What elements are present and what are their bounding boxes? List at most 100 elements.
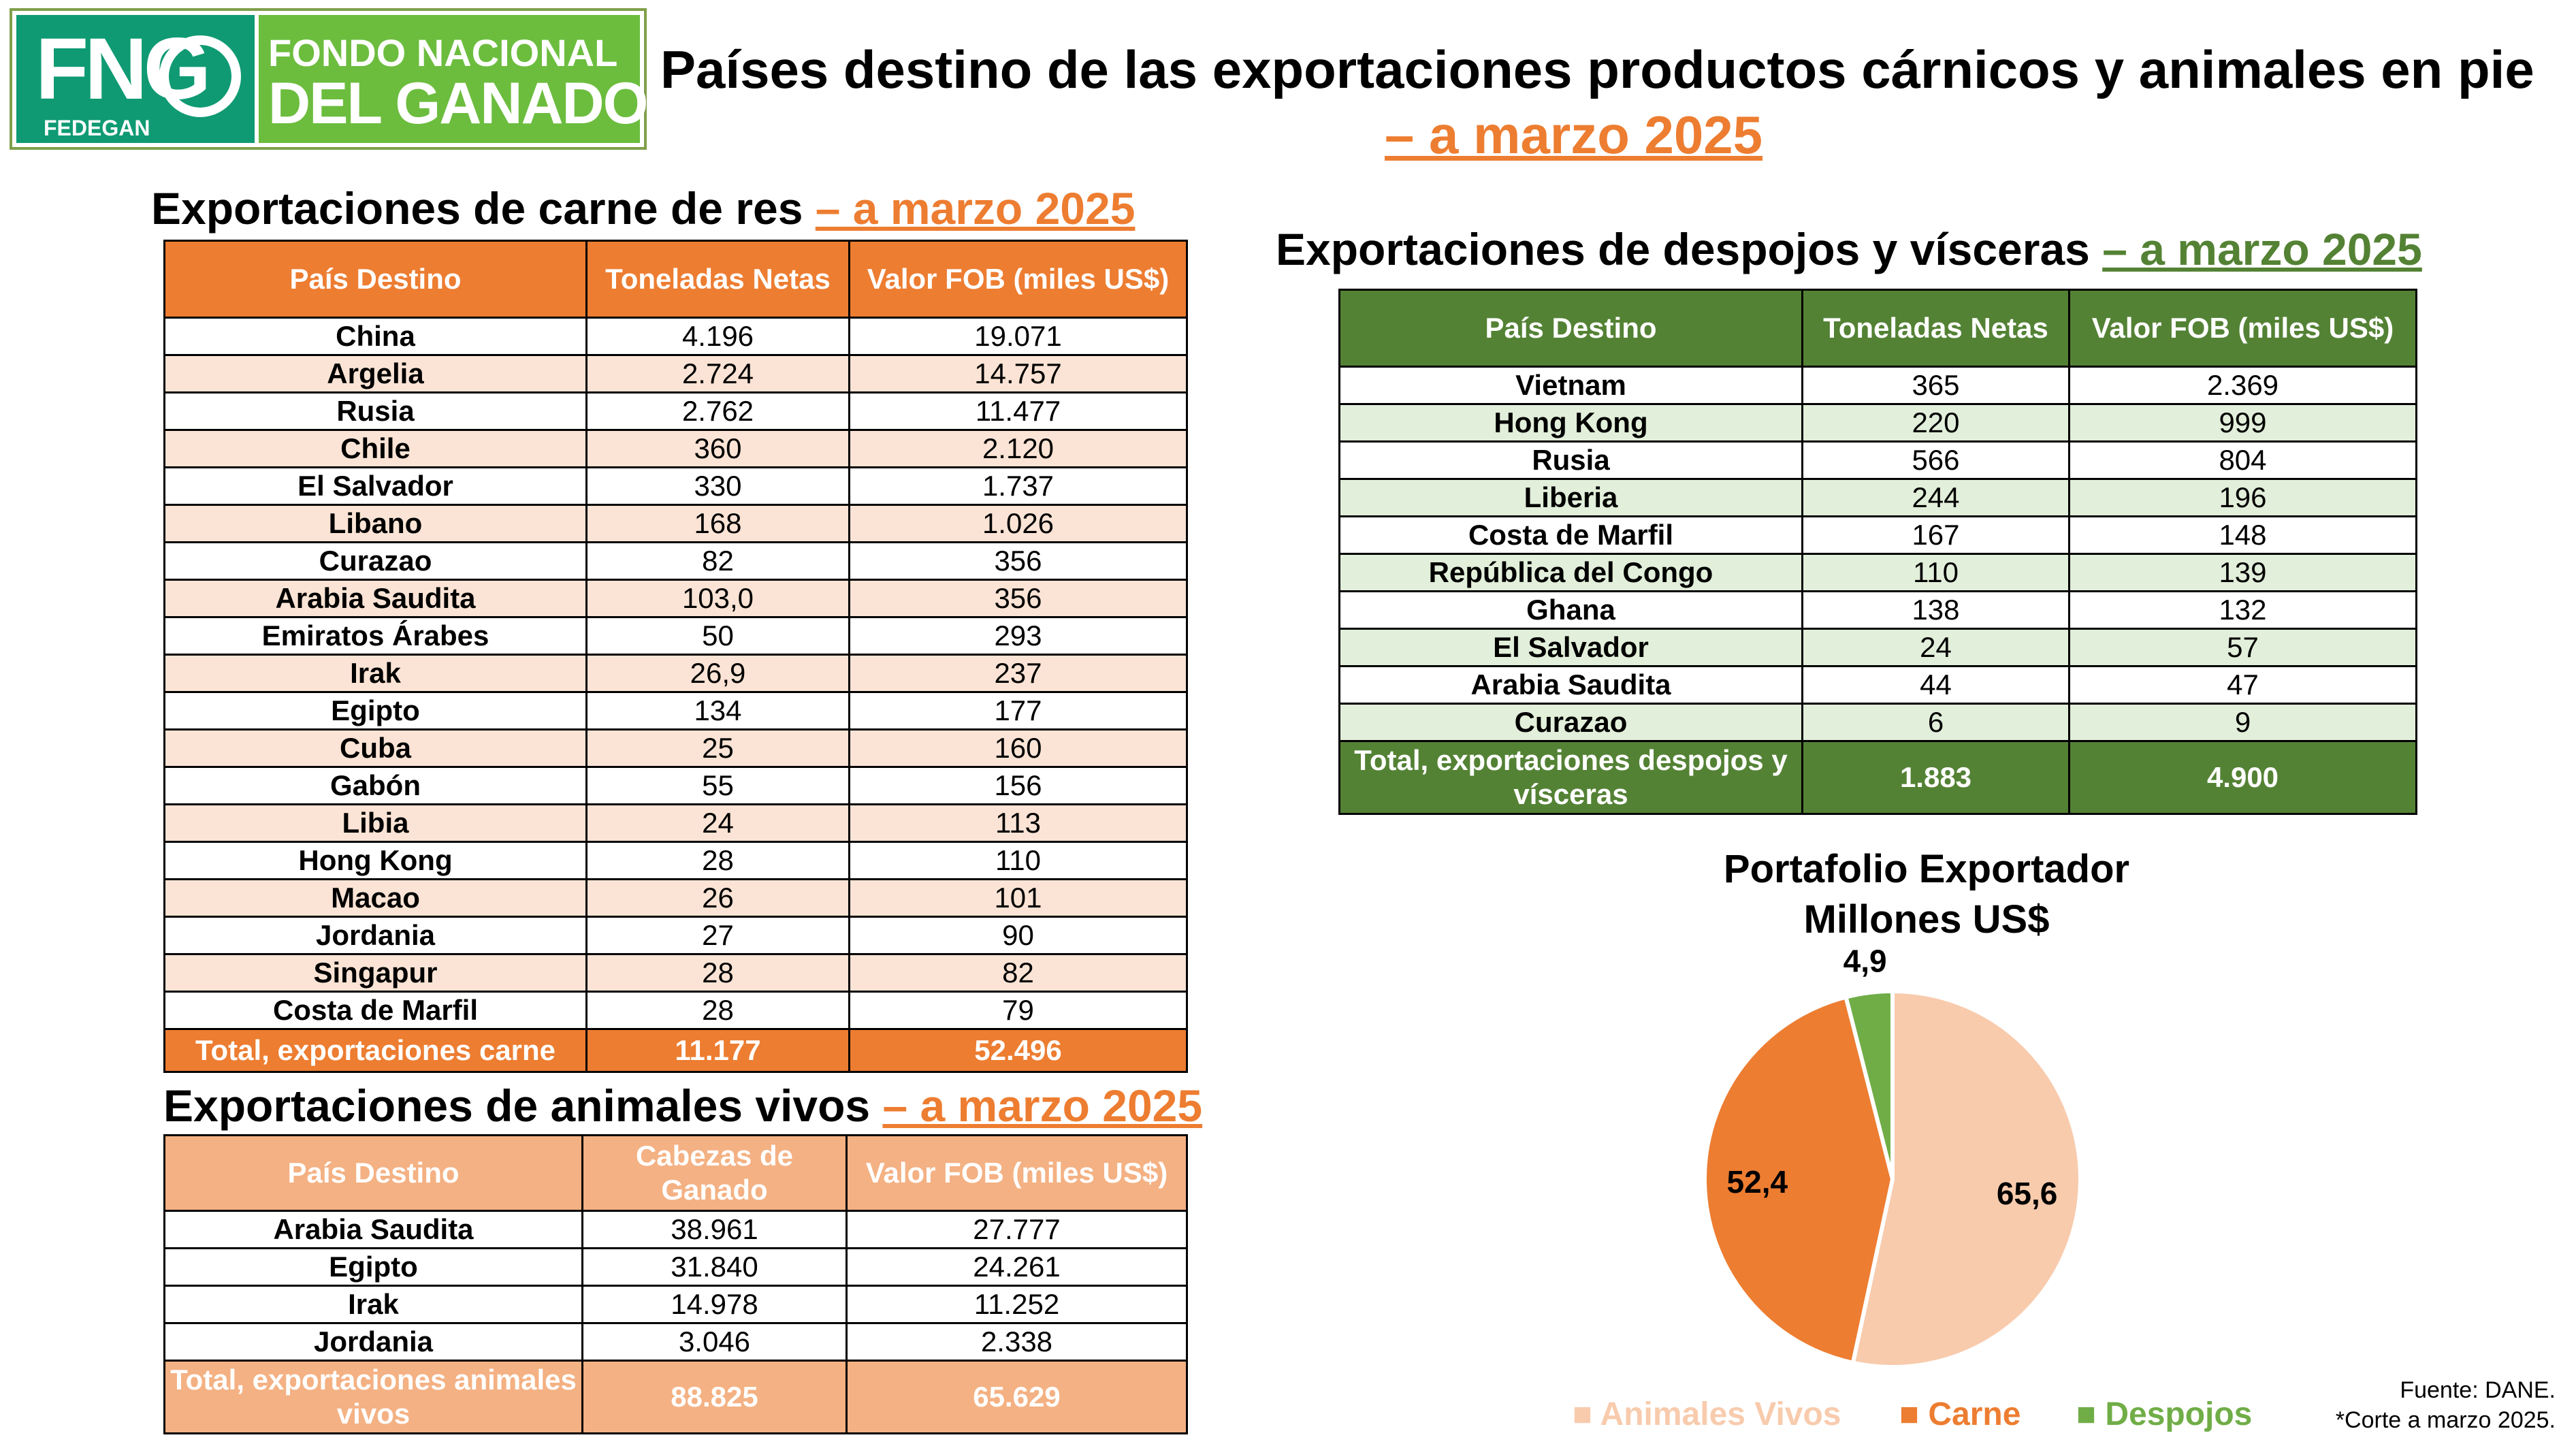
table-row: Gabón 55 156 bbox=[163, 766, 1188, 805]
country-cell: Egipto bbox=[163, 1247, 583, 1287]
despojos-heading: Exportaciones de despojos y vísceras – a… bbox=[1276, 222, 2422, 276]
value-cell: 132 bbox=[2068, 590, 2417, 630]
table-row: Irak 26,9 237 bbox=[163, 654, 1188, 693]
total-label: Total, exportaciones despojos y vísceras bbox=[1338, 740, 1803, 815]
table-row: Argelia 2.724 14.757 bbox=[163, 354, 1188, 393]
value-cell: 139 bbox=[2068, 553, 2417, 592]
table-row: Curazao 6 9 bbox=[1338, 703, 2417, 742]
country-cell: Costa de Marfil bbox=[1338, 515, 1803, 555]
pie-data-label: 65,6 bbox=[1997, 1176, 2058, 1211]
value-cell: 110 bbox=[1801, 553, 2070, 592]
pie-chart: 65,6 52,4 4,9 bbox=[1703, 944, 2082, 1369]
country-cell: Arabia Saudita bbox=[1338, 665, 1803, 705]
vivos-heading: Exportaciones de animales vivos – a marz… bbox=[163, 1078, 1202, 1133]
logo-fedegan: FEDEGAN bbox=[44, 116, 150, 140]
table-row: Costa de Marfil 167 148 bbox=[1338, 515, 2417, 555]
fng-logo: FNG FEDEGAN FONDO NACIONAL DEL GANADO bbox=[10, 8, 649, 150]
value-cell: 14.978 bbox=[581, 1285, 848, 1324]
table-row: Ghana 138 132 bbox=[1338, 590, 2417, 630]
value-cell: 11.477 bbox=[848, 391, 1188, 431]
value-cell: 90 bbox=[848, 916, 1188, 955]
value-cell: 26 bbox=[585, 878, 850, 918]
legend-swatch: ■ bbox=[2076, 1396, 2106, 1432]
table-row: Hong Kong 220 999 bbox=[1338, 403, 2417, 443]
table-row: Emiratos Árabes 50 293 bbox=[163, 616, 1188, 656]
total-value: 52.496 bbox=[848, 1028, 1188, 1073]
table-row: Costa de Marfil 28 79 bbox=[163, 991, 1188, 1030]
country-cell: Egipto bbox=[163, 691, 587, 730]
country-cell: Costa de Marfil bbox=[163, 991, 587, 1030]
value-cell: 220 bbox=[1801, 403, 2070, 443]
col-header: Valor FOB (miles US$) bbox=[2068, 289, 2417, 368]
country-cell: Hong Kong bbox=[1338, 403, 1803, 443]
value-cell: 27.777 bbox=[846, 1210, 1188, 1249]
total-row: Total, exportaciones animales vivos 88.82… bbox=[163, 1360, 1188, 1434]
vivos-heading-text: Exportaciones de animales vivos bbox=[163, 1080, 883, 1131]
value-cell: 47 bbox=[2068, 665, 2417, 705]
vivos-heading-date: – a marzo 2025 bbox=[882, 1080, 1203, 1131]
value-cell: 365 bbox=[1801, 366, 2070, 405]
table-row: Jordania 27 90 bbox=[163, 916, 1188, 955]
table-row: El Salvador 24 57 bbox=[1338, 628, 2417, 667]
value-cell: 27 bbox=[585, 916, 850, 955]
value-cell: 330 bbox=[585, 466, 850, 506]
country-cell: Cuba bbox=[163, 728, 587, 768]
value-cell: 26,9 bbox=[585, 654, 850, 693]
value-cell: 1.737 bbox=[848, 466, 1188, 506]
country-cell: Singapur bbox=[163, 953, 587, 993]
value-cell: 9 bbox=[2068, 703, 2417, 742]
country-cell: Macao bbox=[163, 878, 587, 918]
country-cell: China bbox=[163, 317, 587, 356]
value-cell: 4.196 bbox=[585, 317, 850, 356]
table-row: Arabia Saudita 44 47 bbox=[1338, 665, 2417, 705]
value-cell: 244 bbox=[1801, 478, 2070, 517]
table-row: Singapur 28 82 bbox=[163, 953, 1188, 993]
table-row: El Salvador 330 1.737 bbox=[163, 466, 1188, 506]
vivos-table: País Destino Cabezas de Ganado Valor FOB… bbox=[163, 1134, 1188, 1434]
legend-label: Animales Vivos bbox=[1600, 1396, 1841, 1432]
table-row: Hong Kong 28 110 bbox=[163, 841, 1188, 880]
value-cell: 31.840 bbox=[581, 1247, 848, 1287]
value-cell: 237 bbox=[848, 654, 1188, 693]
legend-item-despojos: ■ Despojos bbox=[2076, 1396, 2252, 1434]
legend-item-carne: ■ Carne bbox=[1899, 1396, 2020, 1434]
value-cell: 156 bbox=[848, 766, 1188, 805]
value-cell: 2.369 bbox=[2068, 366, 2417, 405]
value-cell: 566 bbox=[1801, 440, 2070, 480]
country-cell: Liberia bbox=[1338, 478, 1803, 517]
table-row: República del Congo 110 139 bbox=[1338, 553, 2417, 592]
vivos-table-header: País Destino Cabezas de Ganado Valor FOB… bbox=[163, 1134, 1188, 1212]
table-row: Vietnam 365 2.369 bbox=[1338, 366, 2417, 405]
total-value: 11.177 bbox=[585, 1028, 850, 1073]
value-cell: 356 bbox=[848, 541, 1188, 581]
table-row: Chile 360 2.120 bbox=[163, 429, 1188, 468]
table-row: Macao 26 101 bbox=[163, 878, 1188, 918]
country-cell: Jordania bbox=[163, 1322, 583, 1362]
value-cell: 28 bbox=[585, 841, 850, 880]
legend-swatch: ■ bbox=[1899, 1396, 1929, 1432]
col-header: País Destino bbox=[163, 1134, 583, 1212]
value-cell: 6 bbox=[1801, 703, 2070, 742]
table-row: China 4.196 19.071 bbox=[163, 317, 1188, 356]
value-cell: 79 bbox=[848, 991, 1188, 1030]
carne-table: País Destino Toneladas Netas Valor FOB (… bbox=[163, 240, 1188, 1073]
despojos-heading-text: Exportaciones de despojos y vísceras bbox=[1276, 224, 2103, 274]
logo-line1: FONDO NACIONAL bbox=[268, 31, 618, 74]
table-row: Cuba 25 160 bbox=[163, 728, 1188, 768]
logo-line2: DEL GANADO bbox=[268, 71, 649, 136]
country-cell: Irak bbox=[163, 654, 587, 693]
carne-heading-text: Exportaciones de carne de res bbox=[151, 183, 816, 234]
country-cell: Curazao bbox=[1338, 703, 1803, 742]
page-subtitle: – a marzo 2025 bbox=[1385, 105, 1763, 165]
col-header: Valor FOB (miles US$) bbox=[846, 1134, 1188, 1212]
despojos-heading-date: – a marzo 2025 bbox=[2102, 224, 2422, 274]
total-value: 65.629 bbox=[846, 1360, 1188, 1434]
value-cell: 2.338 bbox=[846, 1322, 1188, 1362]
table-row: Rusia 2.762 11.477 bbox=[163, 391, 1188, 431]
despojos-table-header: País Destino Toneladas Netas Valor FOB (… bbox=[1338, 289, 2417, 368]
value-cell: 101 bbox=[848, 878, 1188, 918]
value-cell: 110 bbox=[848, 841, 1188, 880]
source-line1: Fuente: DANE. bbox=[2400, 1377, 2556, 1403]
country-cell: Argelia bbox=[163, 354, 587, 393]
value-cell: 50 bbox=[585, 616, 850, 656]
